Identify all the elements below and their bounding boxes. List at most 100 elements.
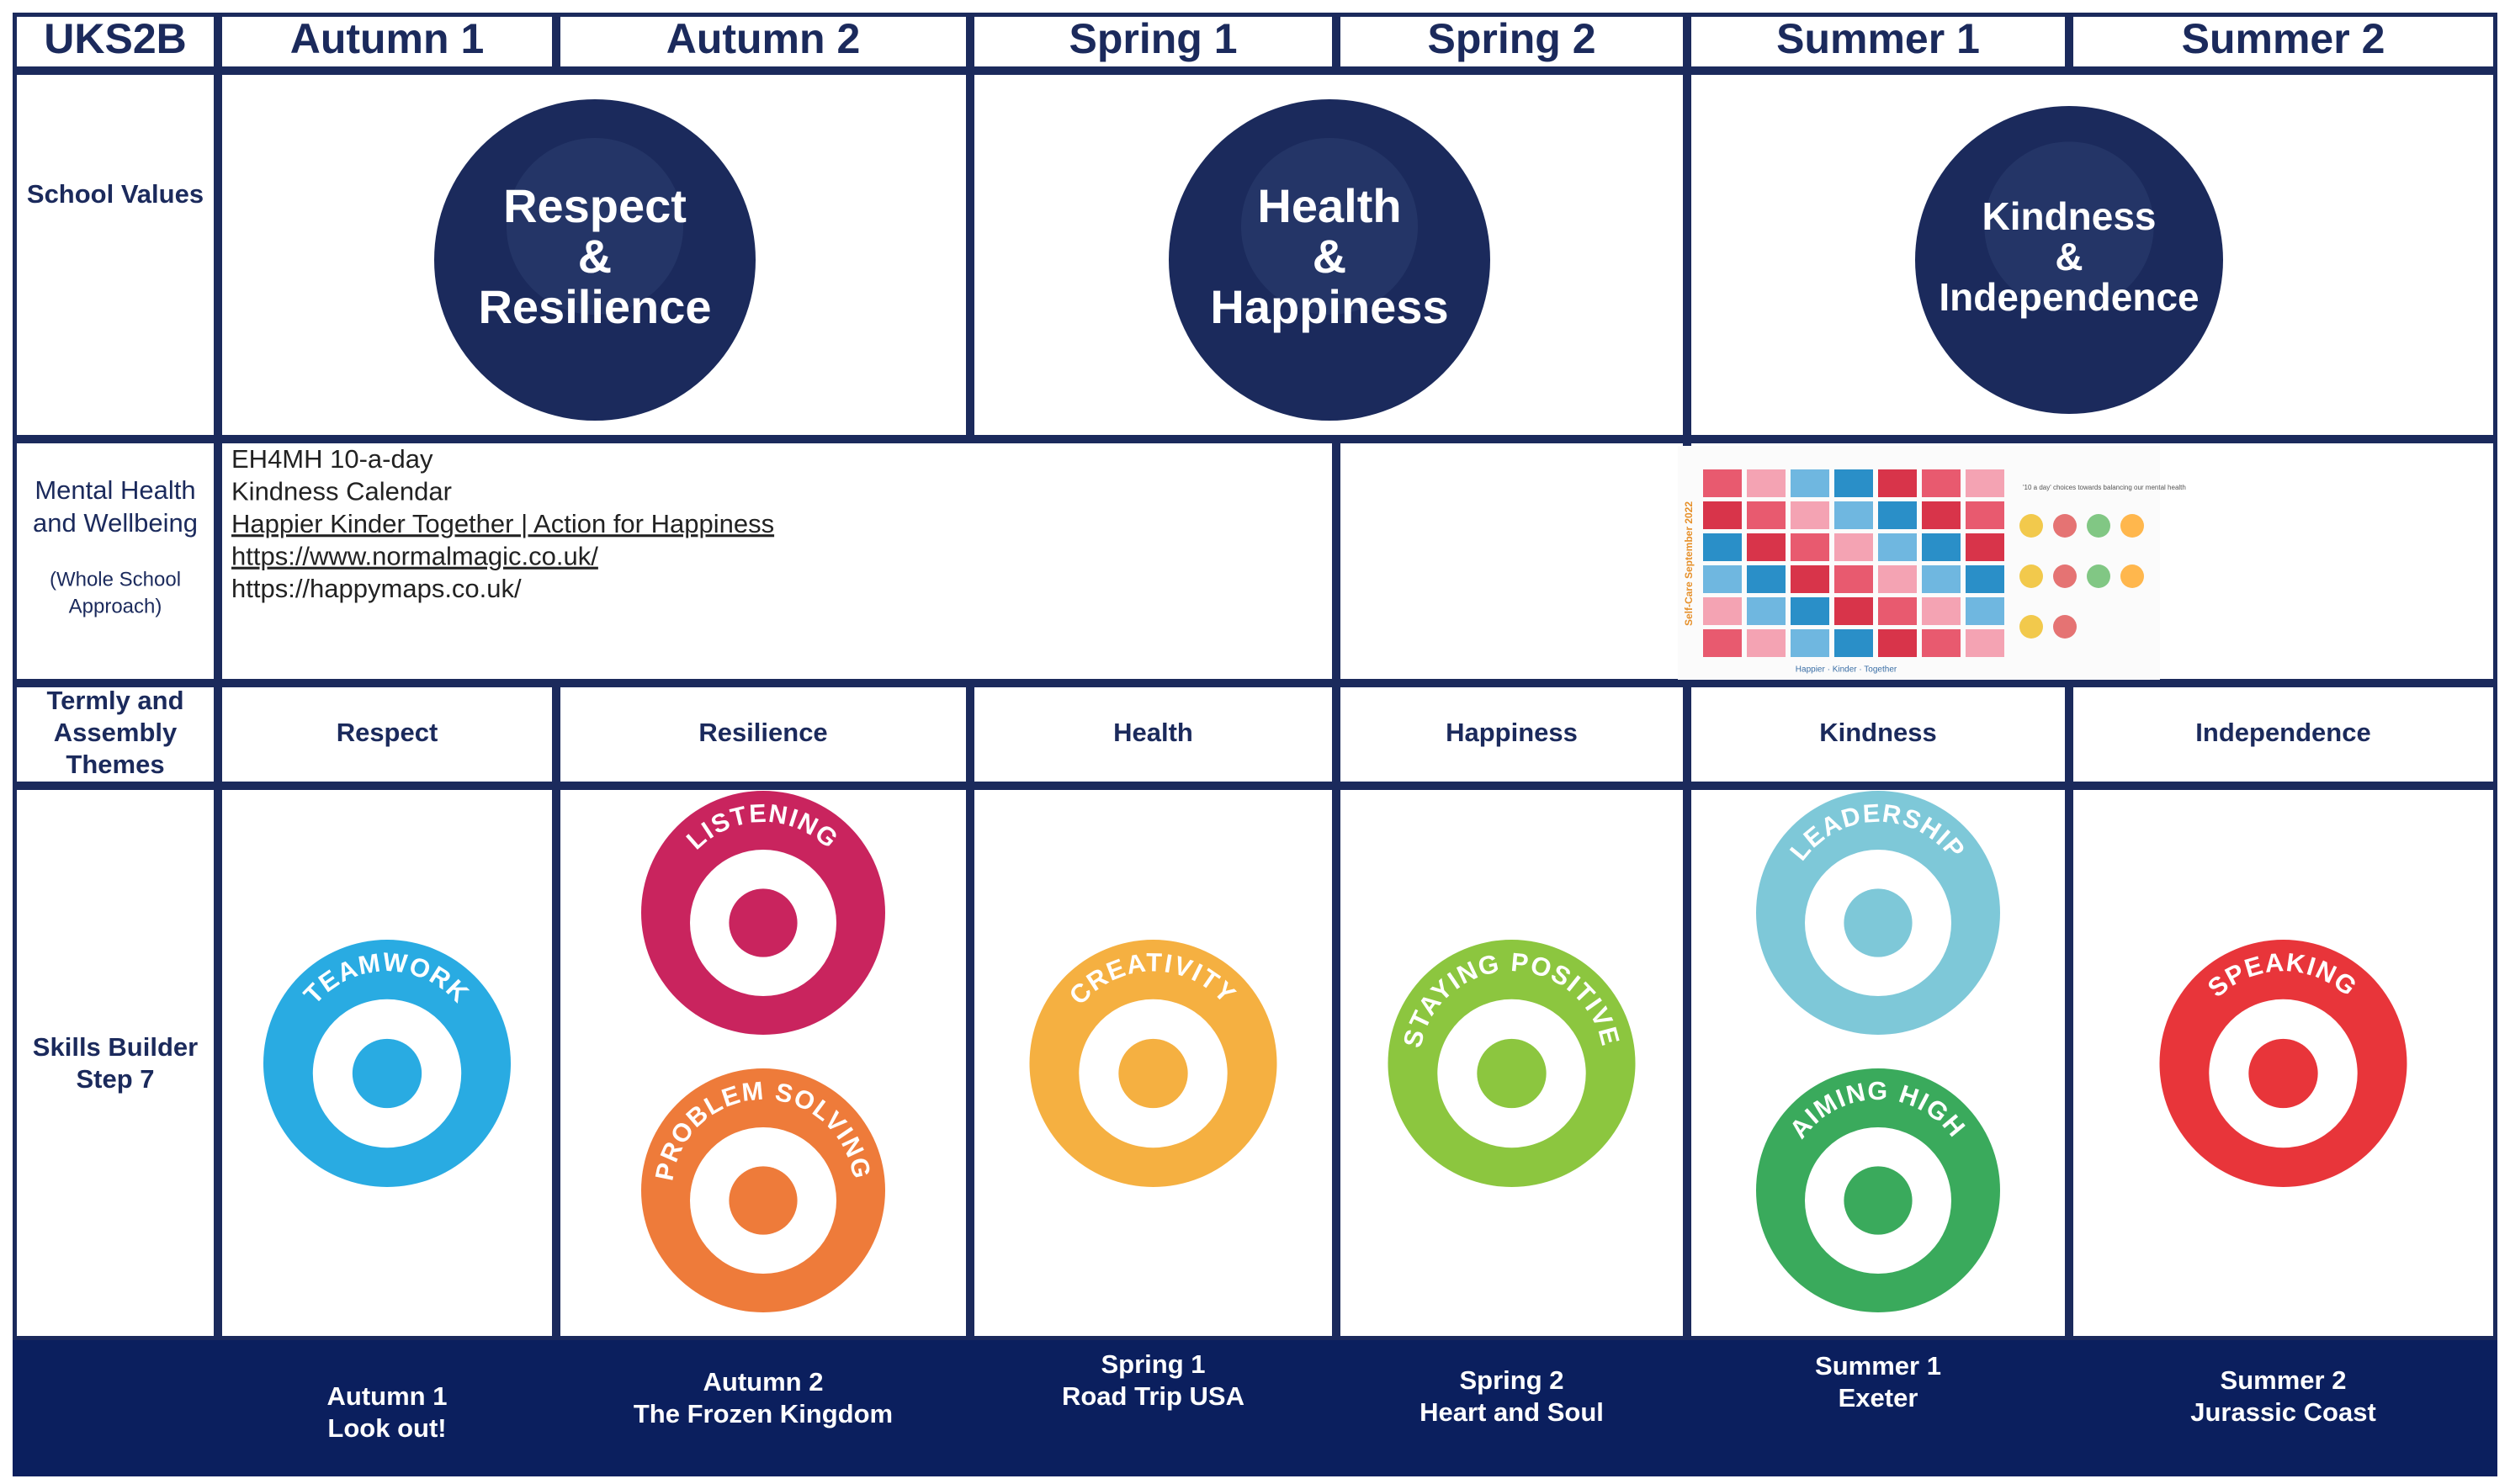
- skill-icon: [729, 888, 798, 957]
- skill-icon: [2248, 1038, 2318, 1109]
- calendar-day: [1703, 597, 1742, 625]
- topic-text: Heart and Soul: [1420, 1397, 1604, 1427]
- skill-icon: [1844, 888, 1913, 957]
- calendar-footer: Happier · Kinder · Together: [1796, 665, 1897, 675]
- term-heading: Summer 1: [1776, 15, 1980, 62]
- calendar-day: [1966, 565, 2004, 593]
- calendar-day: [1922, 469, 1961, 497]
- topic-text: Autumn 1: [327, 1381, 448, 1411]
- footer-band: [13, 1340, 2497, 1476]
- calendar-day: [1922, 629, 1961, 657]
- calendar-subtitle: '10 a day' choices towards balancing our…: [2023, 484, 2186, 491]
- resource-link[interactable]: https://www.normalmagic.co.uk/: [231, 542, 598, 571]
- cell: [1691, 687, 2065, 782]
- calendar-day: [1703, 533, 1742, 561]
- calendar-day: [1747, 597, 1786, 625]
- calendar-icon: [2019, 615, 2043, 639]
- cell: [1691, 17, 2065, 66]
- calendar-icon: [2053, 564, 2077, 588]
- value-text: Resilience: [478, 280, 711, 333]
- cell: [974, 687, 1332, 782]
- cell: [17, 687, 214, 782]
- row-label: Assembly: [54, 718, 178, 747]
- calendar-icon: [2053, 615, 2077, 639]
- calendar-day: [1747, 469, 1786, 497]
- calendar-day: [1922, 501, 1961, 529]
- row-label: and Wellbeing: [33, 508, 198, 538]
- value-badge-motif: [1984, 141, 2154, 311]
- topic-text: Spring 2: [1459, 1365, 1563, 1395]
- row-label: Skills Builder: [33, 1032, 198, 1062]
- skill-icon: [729, 1166, 798, 1235]
- calendar-day: [1791, 565, 1829, 593]
- cell: [17, 443, 214, 679]
- calendar-day: [1922, 597, 1961, 625]
- calendar-day: [1922, 565, 1961, 593]
- calendar-day: [1834, 533, 1873, 561]
- calendar-day: [1791, 533, 1829, 561]
- value-badge-motif: [1240, 137, 1419, 315]
- cell: [222, 17, 552, 66]
- resource-text: EH4MH 10-a-day: [231, 444, 433, 474]
- calendar-day: [1878, 565, 1917, 593]
- topic-text: Summer 1: [1815, 1351, 1941, 1381]
- calendar-icon: [2120, 514, 2144, 538]
- calendar-day: [1703, 469, 1742, 497]
- row-label: Mental Health: [34, 475, 195, 505]
- theme-text: Independence: [2195, 718, 2370, 747]
- calendar-day: [1966, 629, 2004, 657]
- row-label: Step 7: [76, 1064, 154, 1094]
- calendar-day: [1966, 469, 2004, 497]
- term-heading: Spring 1: [1069, 15, 1237, 62]
- topic-text: Summer 2: [2221, 1365, 2347, 1395]
- calendar-day: [1878, 533, 1917, 561]
- topic-text: Autumn 2: [703, 1367, 824, 1397]
- calendar-day: [1747, 629, 1786, 657]
- topic-text: Look out!: [327, 1413, 446, 1443]
- resource-text: Kindness Calendar: [231, 477, 452, 506]
- calendar-day: [1834, 597, 1873, 625]
- calendar-day: [1878, 597, 1917, 625]
- calendar-day: [1966, 533, 2004, 561]
- cell: [1340, 17, 1683, 66]
- resource-link[interactable]: Happier Kinder Together | Action for Hap…: [231, 509, 774, 538]
- calendar-day: [1834, 501, 1873, 529]
- corner-title: UKS2B: [44, 15, 186, 62]
- cell: [560, 17, 966, 66]
- cell: [17, 75, 214, 435]
- cell: [2073, 687, 2493, 782]
- topic-text: Exeter: [1839, 1383, 1918, 1412]
- calendar-title: Self-Care September 2022: [1683, 501, 1695, 626]
- cell: [1340, 443, 1683, 679]
- theme-text: Resilience: [698, 718, 827, 747]
- calendar-day: [1791, 597, 1829, 625]
- calendar-day: [1703, 629, 1742, 657]
- calendar-day: [1834, 469, 1873, 497]
- value-text: Independence: [1939, 275, 2199, 319]
- calendar-day: [1747, 533, 1786, 561]
- theme-text: Kindness: [1819, 718, 1937, 747]
- cell: [17, 790, 214, 1336]
- calendar-icon: [2019, 564, 2043, 588]
- calendar-day: [1791, 469, 1829, 497]
- row-label: Themes: [66, 750, 164, 779]
- resource-text: https://happymaps.co.uk/: [231, 574, 522, 603]
- topic-text: The Frozen Kingdom: [634, 1399, 893, 1428]
- theme-text: Happiness: [1446, 718, 1578, 747]
- cell: [1340, 687, 1683, 782]
- value-text: Kindness: [1982, 194, 2156, 238]
- skill-icon: [1477, 1038, 1547, 1109]
- calendar-day: [1791, 629, 1829, 657]
- calendar-day: [1834, 565, 1873, 593]
- value-text: &: [2055, 235, 2083, 278]
- term-heading: Spring 2: [1427, 15, 1595, 62]
- value-badge-motif: [506, 137, 684, 315]
- calendar-day: [1878, 629, 1917, 657]
- calendar-day: [1966, 501, 2004, 529]
- calendar-day: [1747, 501, 1786, 529]
- calendar-day: [1966, 597, 2004, 625]
- calendar-icon: [2019, 514, 2043, 538]
- calendar-day: [1703, 565, 1742, 593]
- value-text: &: [578, 230, 612, 283]
